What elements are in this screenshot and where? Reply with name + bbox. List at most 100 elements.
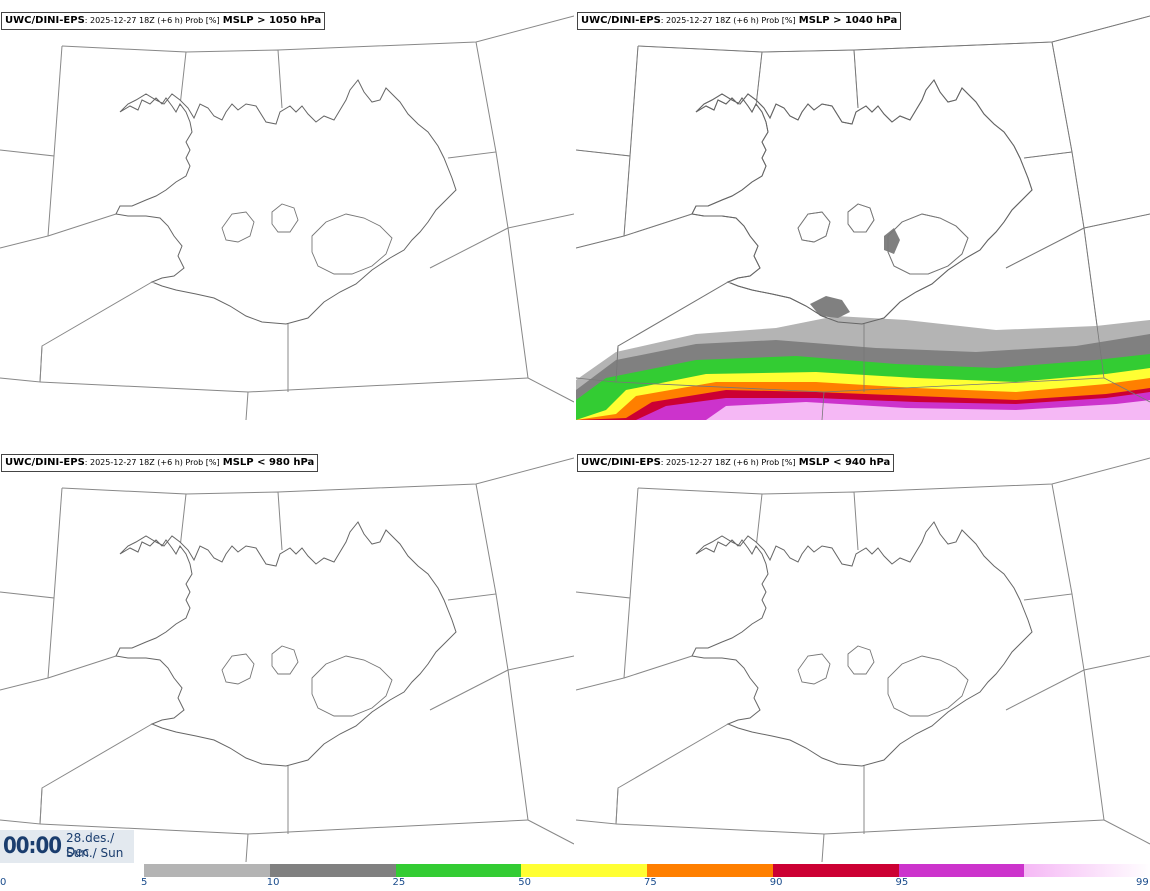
valid-date: 28.des./ Dec	[66, 831, 115, 859]
iceland-coastline	[115, 521, 457, 767]
region-border	[623, 655, 693, 679]
glacier-outline	[271, 645, 299, 675]
glacier-outline	[311, 213, 393, 275]
map-panel-3: UWC/DINI-EPS: 2025-12-27 18Z (+6 h) Prob…	[0, 442, 574, 862]
panel-title-2: UWC/DINI-EPS: 2025-12-27 18Z (+6 h) Prob…	[577, 12, 902, 30]
region-border	[576, 591, 631, 691]
colorbar-tick-label: 25	[392, 877, 406, 888]
colorbar-bin	[395, 864, 522, 877]
colorbar-bin	[521, 864, 648, 877]
colorbar-bin	[1024, 864, 1150, 877]
region-border	[185, 49, 283, 109]
glacier-outline	[847, 645, 875, 675]
region-border	[576, 149, 631, 249]
region-border	[761, 49, 859, 109]
probability-colorbar	[144, 864, 1150, 877]
region-border	[53, 487, 63, 599]
probability-patch	[810, 296, 850, 318]
valid-time-box: 00:00 28.des./ Dec Sun./ Sun	[0, 830, 134, 863]
region-border	[61, 45, 187, 107]
glacier-outline	[887, 213, 969, 275]
region-border	[247, 377, 529, 393]
region-border	[623, 213, 693, 237]
region-border	[53, 45, 63, 157]
region-border	[507, 227, 574, 403]
panel-title-1: UWC/DINI-EPS: 2025-12-27 18Z (+6 h) Prob…	[1, 12, 326, 30]
region-border	[1023, 483, 1073, 601]
region-border	[1083, 669, 1150, 845]
iceland-coastline	[691, 79, 1033, 325]
glacier-outline	[847, 203, 875, 233]
colorbar-tick-label: 10	[266, 877, 280, 888]
map-panel-1: UWC/DINI-EPS: 2025-12-27 18Z (+6 h) Prob…	[0, 0, 574, 420]
glacier-outline	[797, 211, 831, 243]
iceland-coastline	[691, 521, 1033, 767]
glacier-outline	[271, 203, 299, 233]
colorbar-tick-label: 5	[141, 877, 148, 888]
map-panel-2: UWC/DINI-EPS: 2025-12-27 18Z (+6 h) Prob…	[576, 0, 1150, 420]
region-border	[39, 281, 153, 383]
region-border	[247, 819, 529, 835]
region-border	[637, 45, 763, 107]
iceland-map	[0, 15, 574, 420]
glacier-outline	[887, 655, 969, 717]
region-border	[47, 213, 117, 237]
region-border	[629, 487, 639, 599]
colorbar-bin	[269, 864, 396, 877]
probability-band	[576, 400, 1150, 420]
region-border	[0, 787, 43, 825]
region-border	[47, 655, 117, 679]
iceland-map	[576, 457, 1150, 862]
colorbar-tick-label: 50	[518, 877, 531, 888]
colorbar-tick-label: 99	[1136, 877, 1149, 888]
region-border	[576, 149, 631, 249]
colorbar-tick-label: 75	[644, 877, 657, 888]
region-border	[1005, 227, 1085, 269]
glacier-outline	[797, 653, 831, 685]
region-border	[429, 227, 509, 269]
valid-time-clock: 00:00	[3, 834, 62, 859]
panel-title-4: UWC/DINI-EPS: 2025-12-27 18Z (+6 h) Prob…	[577, 454, 895, 472]
region-border	[495, 593, 574, 671]
iceland-map	[0, 457, 574, 862]
region-border	[447, 483, 497, 601]
region-border	[853, 457, 1150, 493]
colorbar-bin	[772, 864, 899, 877]
region-border	[637, 487, 763, 549]
iceland-coastline	[115, 79, 457, 325]
region-border	[0, 149, 55, 249]
map-panel-4: UWC/DINI-EPS: 2025-12-27 18Z (+6 h) Prob…	[576, 442, 1150, 862]
region-border	[447, 41, 497, 159]
colorbar-tick-label: 0	[0, 877, 7, 888]
panel-title-3: UWC/DINI-EPS: 2025-12-27 18Z (+6 h) Prob…	[1, 454, 319, 472]
region-border	[1023, 41, 1073, 159]
region-border	[1005, 669, 1085, 711]
region-border	[0, 591, 55, 691]
region-border	[637, 45, 763, 107]
colorbar-tick-label: 95	[895, 877, 909, 888]
colorbar-bin	[898, 864, 1025, 877]
region-border	[1071, 151, 1150, 229]
region-border	[39, 381, 249, 420]
region-border	[495, 151, 574, 229]
region-border	[761, 491, 859, 551]
region-border	[615, 723, 729, 825]
region-border	[277, 457, 574, 493]
region-border	[823, 377, 1105, 393]
region-border	[185, 491, 283, 551]
region-border	[1023, 41, 1073, 159]
region-border	[0, 345, 43, 383]
region-border	[429, 669, 509, 711]
region-border	[61, 487, 187, 549]
region-border	[507, 669, 574, 845]
region-border	[1071, 593, 1150, 671]
colorbar-tick-label: 90	[769, 877, 783, 888]
iceland-map	[576, 15, 1150, 420]
valid-weekday: Sun./ Sun	[66, 846, 124, 860]
region-border	[823, 819, 1105, 835]
glacier-outline	[221, 211, 255, 243]
region-border	[761, 49, 859, 109]
colorbar-bin	[647, 864, 774, 877]
colorbar-bin	[144, 864, 271, 877]
region-border	[629, 45, 639, 157]
